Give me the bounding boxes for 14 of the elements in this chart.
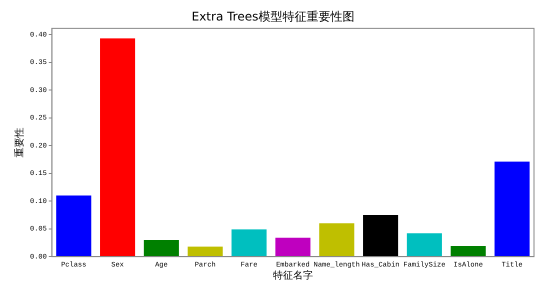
bar — [363, 214, 398, 256]
bar — [275, 238, 310, 256]
bar — [188, 246, 223, 256]
bar — [319, 223, 354, 256]
bar — [450, 246, 486, 256]
bar — [56, 196, 92, 256]
x-axis-title: 特征名字 — [272, 270, 313, 282]
bar — [144, 240, 179, 256]
bar — [494, 162, 530, 256]
bar — [232, 229, 267, 256]
y-axis-title: 重要性 — [14, 128, 26, 158]
bar — [406, 233, 442, 256]
chart-title: Extra Trees模型特征重要性图 — [192, 9, 354, 24]
bar — [100, 38, 136, 256]
